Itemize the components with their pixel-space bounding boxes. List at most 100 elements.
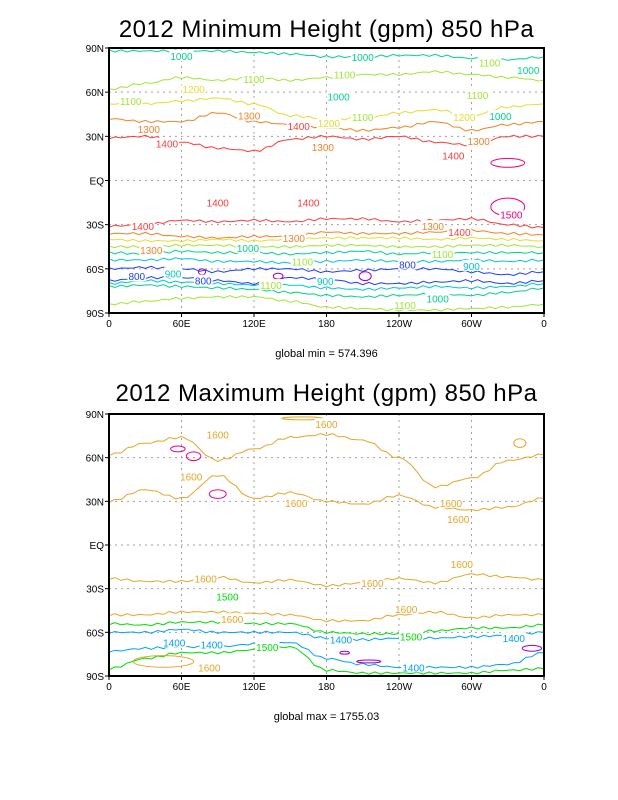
contour-label: 1500 — [216, 593, 239, 604]
y-tick-label: 90N — [86, 44, 104, 55]
contour-label: 1600 — [451, 560, 474, 571]
contour-label: 1600 — [440, 499, 463, 510]
y-tick-label: 30N — [86, 132, 104, 143]
contour-label: 1100 — [260, 281, 282, 292]
footer-global-max: global max = 1755.03 — [273, 711, 380, 723]
contour-label: 1600 — [395, 605, 418, 616]
contour-1000 — [109, 284, 544, 299]
contour-label: 1000 — [237, 244, 260, 255]
contour-label: 1100 — [394, 301, 416, 312]
contour-1500 — [109, 620, 544, 636]
contour-label: 1400 — [163, 639, 186, 650]
contour-label: 1300 — [312, 143, 335, 154]
y-tick-label: 90S — [86, 309, 104, 320]
x-tick-label: 60E — [173, 682, 191, 693]
contour-label: 1400 — [402, 663, 425, 674]
contour-1600 — [109, 573, 544, 588]
closed-contour-1300 — [356, 659, 382, 664]
contour-label: 1400 — [330, 636, 353, 647]
contour-label: 1400 — [297, 199, 320, 210]
chart-title-min: 2012 Minimum Height (gpm) 850 hPa — [118, 16, 535, 43]
closed-contour-1500 — [490, 157, 526, 168]
closed-contour-1300 — [521, 644, 543, 652]
contour-label: 1200 — [182, 85, 205, 96]
contour-label: 1600 — [447, 515, 470, 526]
closed-contour-1700 — [170, 445, 186, 453]
map-panel-0: 1000 100011001000110011001200110011001000… — [86, 44, 548, 330]
contour-label: 1100 — [120, 97, 142, 108]
contour-label: 1400 — [503, 634, 526, 645]
contour-label: 1400 — [132, 222, 155, 233]
contour-label: 1100 — [334, 71, 356, 82]
contour-label: 1400 — [448, 228, 471, 239]
closed-contour-1600 — [513, 438, 527, 448]
contour-label: 1600 — [195, 574, 218, 585]
contour-label: 1500 — [400, 633, 423, 644]
contour-label: 1200 — [318, 119, 341, 130]
contour-1600 — [109, 433, 544, 489]
contour-1600 — [109, 474, 544, 512]
x-tick-label: 60E — [173, 319, 191, 330]
y-tick-label: 60S — [86, 628, 104, 639]
contour-label: 1100 — [479, 59, 501, 70]
contour-label: 1000 — [352, 53, 375, 64]
x-tick-label: 0 — [541, 682, 547, 693]
contour-1100 — [109, 295, 544, 312]
contour-label: 1400 — [442, 151, 465, 162]
contour-label: 1500 — [256, 643, 279, 654]
contour-label: 1600 — [221, 615, 244, 626]
contour-label: 1100 — [292, 258, 314, 269]
closed-contour-1700 — [185, 451, 202, 462]
contour-label: 1400 — [156, 140, 179, 151]
contour-1500 — [109, 645, 544, 675]
contour-label: 1200 — [453, 113, 476, 124]
map-panel-1: 1600 1600 1600 1600 1600 1600 1600 1600 1600 1600… — [86, 410, 548, 693]
contour-label: 1300 — [140, 246, 163, 257]
contour-1600 — [109, 610, 544, 623]
contour-label: 1100 — [467, 91, 489, 102]
contour-label: 1400 — [207, 199, 230, 210]
contour-label: 800 — [399, 260, 416, 271]
contour-label: 1600 — [198, 663, 221, 674]
contour-label: 1300 — [283, 234, 306, 245]
closed-contour-1700 — [208, 489, 227, 499]
contour-1200 — [109, 236, 544, 243]
contour-label: 900 — [463, 262, 480, 273]
x-tick-label: 120W — [386, 319, 413, 330]
contour-label: 1300 — [238, 112, 261, 123]
y-tick-label: 30N — [86, 497, 104, 508]
y-tick-label: EQ — [90, 541, 105, 552]
y-tick-label: 60N — [86, 88, 104, 99]
contour-label: 1600 — [361, 579, 384, 590]
contour-label: 1600 — [315, 420, 338, 431]
contour-1000 — [109, 249, 544, 256]
contour-label: 900 — [165, 269, 182, 280]
x-tick-label: 0 — [106, 319, 112, 330]
x-tick-label: 180 — [318, 319, 335, 330]
contour-label: 1600 — [285, 499, 308, 510]
closed-contour-1600 — [132, 655, 195, 668]
contour-label: 1000 — [427, 294, 450, 305]
contour-1100 — [109, 70, 544, 91]
contour-label: 1300 — [422, 222, 445, 233]
x-tick-label: 60W — [461, 682, 482, 693]
contour-label: 1100 — [352, 113, 374, 124]
x-tick-label: 120E — [242, 682, 266, 693]
contour-label: 800 — [128, 272, 145, 283]
contour-label: 1000 — [170, 52, 193, 63]
y-tick-label: 90S — [86, 672, 104, 683]
x-tick-label: 120E — [242, 319, 266, 330]
x-tick-label: 120W — [386, 682, 413, 693]
contour-label: 1100 — [432, 250, 454, 261]
contour-label: 1000 — [489, 112, 512, 123]
contour-labels: 1000 100011001000110011001200110011001000… — [118, 50, 541, 312]
y-tick-label: 60N — [86, 454, 104, 465]
contour-label: 1600 — [207, 430, 230, 441]
closed-contour-1300 — [339, 650, 350, 655]
contour-label: 800 — [195, 277, 212, 288]
y-tick-label: EQ — [90, 177, 105, 188]
contour-1400 — [109, 217, 544, 229]
contour-1100 — [109, 243, 544, 249]
contour-label: 1000 — [327, 93, 350, 104]
